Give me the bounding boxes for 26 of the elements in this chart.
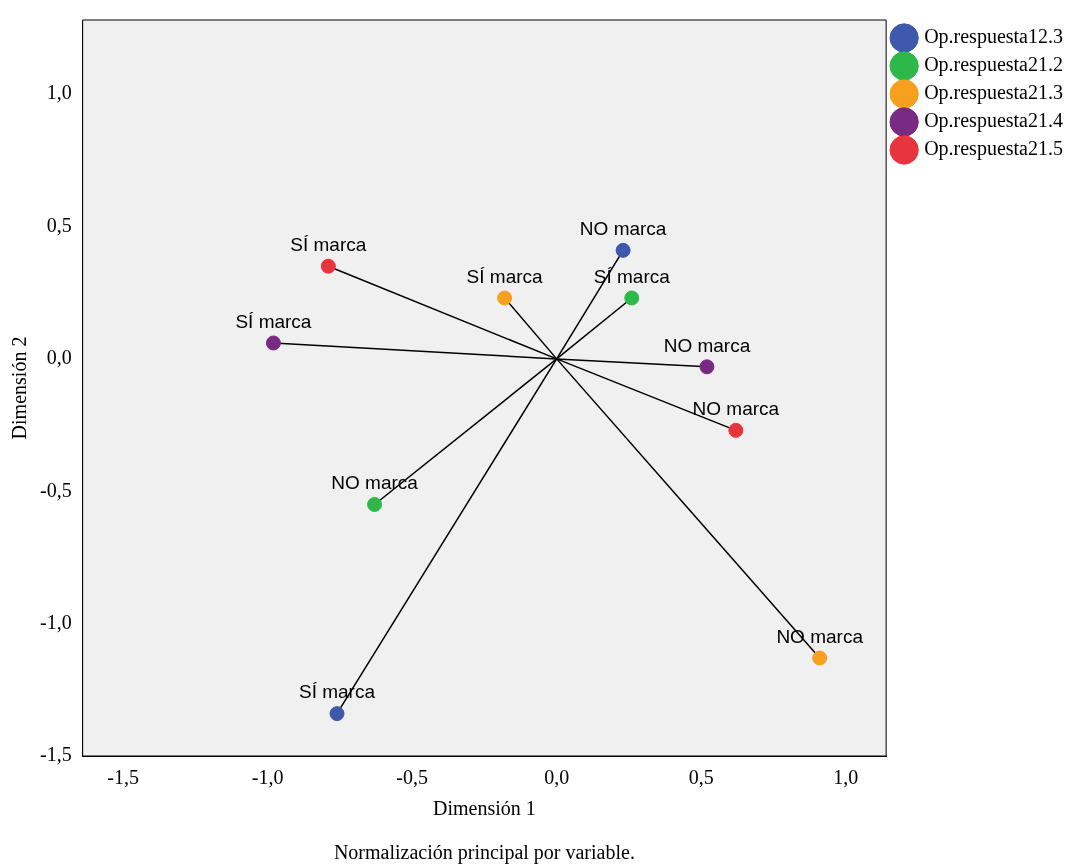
annotation: SÍ marca	[466, 265, 544, 287]
y-tick-label: -1,5	[39, 743, 72, 766]
annotation: SÍ marca	[290, 233, 367, 255]
annotation: NO marca	[692, 398, 780, 420]
legend-label: Op.respuesta21.2	[924, 53, 1063, 77]
y-tick-label: 1,0	[46, 81, 72, 104]
legend-label: Op.respuesta12.3	[924, 25, 1063, 49]
legend-label: Op.respuesta21.5	[924, 137, 1063, 161]
x-tick-label: -0,5	[396, 766, 428, 789]
y-axis-title: Dimensión 2	[8, 336, 31, 440]
y-tick-label: -1,0	[39, 610, 72, 633]
annotation: SÍ marca	[235, 310, 312, 332]
legend-label: Op.respuesta21.3	[924, 81, 1063, 105]
y-tick-label: 0,5	[46, 213, 72, 236]
annotation: NO marca	[579, 218, 667, 240]
x-tick-label: -1,5	[107, 766, 139, 789]
y-tick-label: -0,5	[39, 478, 72, 501]
x-axis-title: Dimensión 1	[433, 797, 536, 820]
legend-label: Op.respuesta21.4	[924, 109, 1063, 133]
y-tick-label: 0,0	[46, 346, 72, 369]
x-tick-label: 0,0	[544, 766, 570, 789]
annotation: NO marca	[663, 334, 751, 356]
x-tick-label: 1,0	[833, 766, 859, 789]
text: Normalización principal por variable.	[333, 841, 635, 865]
x-tick-label: -1,0	[251, 766, 284, 789]
x-tick-label: 0,5	[688, 766, 714, 789]
